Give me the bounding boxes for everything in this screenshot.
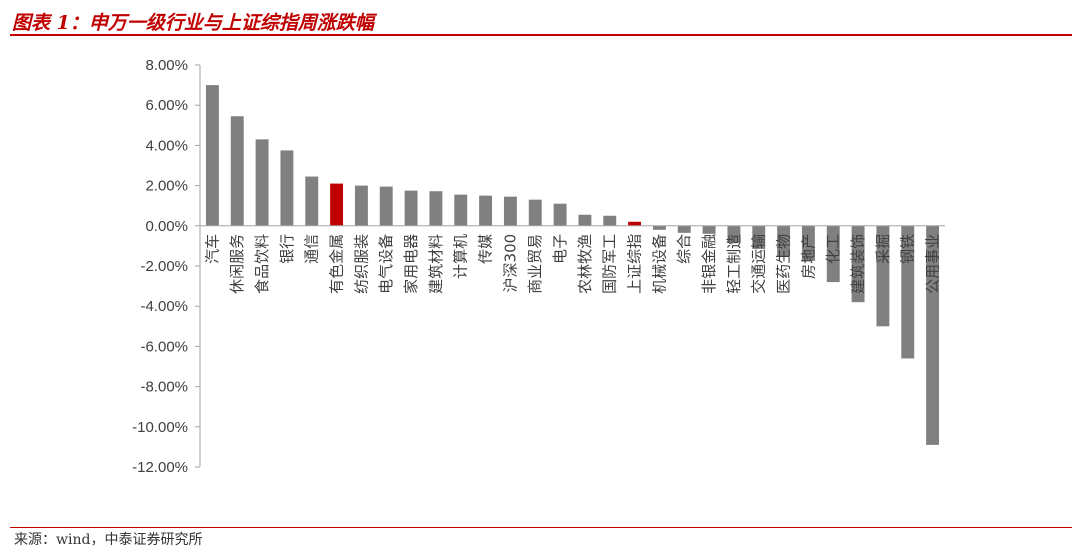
bar-17 [603,215,617,226]
bar-18 [628,221,642,226]
category-label-4: 银行 [278,234,296,264]
category-label-10: 建筑材料 [427,234,445,294]
category-label-29: 钢铁 [899,234,917,264]
category-label-15: 电子 [551,234,569,264]
y-tick-label: 2.00% [145,178,188,195]
bars [205,85,940,445]
category-label-16: 农林牧渔 [576,234,594,294]
y-axis-ticks: 8.00% 6.00% 4.00% 2.00% 0.00% -2.00% -4.00% -6.… [132,57,200,476]
category-label-2: 休闲服务 [228,234,246,294]
bar-25 [801,225,815,261]
bar-24 [777,225,791,256]
bar-27 [851,225,865,303]
bar-11 [454,194,468,226]
category-label-8: 电气设备 [377,234,395,294]
category-label-9: 家用电器 [402,234,420,294]
chart-title-bar: 图表 1：申万一级行业与上证综指周涨跌幅 [10,6,1072,34]
bar-6 [330,183,344,226]
bar-4 [280,150,294,226]
category-label-5: 通信 [303,234,321,264]
category-labels: 汽车 休闲服务 食品饮料 银行 通信 有色金属 纺织服装 电气设备 家用电器 建筑材料 计算机 传媒沪… [203,234,941,294]
bar-1 [205,85,219,226]
bar-10 [429,191,443,226]
category-label-1: 汽车 [203,234,221,264]
bar-23 [752,225,766,249]
bar-22 [727,225,741,243]
y-tick-label: -12.00% [132,459,188,476]
category-label-7: 纺织服装 [352,234,370,294]
category-label-11: 计算机 [452,234,470,279]
category-label-22: 轻工制造 [725,234,743,294]
bar-9 [404,190,418,226]
bar-14 [528,199,542,226]
y-tick-label: -8.00% [140,379,188,396]
y-tick-label: 6.00% [145,97,188,114]
category-label-19: 机械设备 [650,234,668,294]
source-note: 来源：wind，中泰证券研究所 [14,532,203,548]
y-tick-label: -10.00% [132,419,188,436]
bar-26 [826,225,840,283]
bar-12 [479,195,493,226]
y-tick-label: -6.00% [140,338,188,355]
y-tick-label: 0.00% [145,218,188,235]
category-label-28: 采掘 [874,234,892,264]
category-label-12: 传媒 [477,234,495,264]
bar-16 [578,214,592,226]
chart-title: 图表 1：申万一级行业与上证综指周涨跌幅 [12,12,374,34]
category-label-18: 上证综指 [626,234,644,294]
category-label-24: 医药生物 [775,234,793,294]
category-label-23: 交通运输 [750,234,768,294]
category-label-13: 沪深300 [501,234,519,293]
footer-divider [10,527,1072,528]
bar-19 [652,225,666,230]
bar-15 [553,203,567,226]
title-divider [10,34,1072,36]
y-tick-label: 4.00% [145,137,188,154]
y-tick-label: -4.00% [140,298,188,315]
bar-30 [926,225,940,445]
category-label-26: 化工 [824,234,842,264]
category-label-6: 有色金属 [328,234,346,294]
bar-5 [305,176,319,226]
bar-2 [230,116,244,226]
bar-28 [876,225,890,327]
category-label-3: 食品饮料 [253,234,271,294]
category-label-25: 房地产 [799,234,817,279]
category-label-30: 公用事业 [924,234,942,294]
category-label-20: 综合 [675,234,693,264]
y-tick-label: 8.00% [145,57,188,74]
category-label-17: 国防军工 [601,234,619,294]
bar-21 [702,225,716,234]
bar-8 [379,186,393,226]
bar-3 [255,139,269,226]
bar-13 [503,196,517,226]
y-tick-label: -2.00% [140,258,188,275]
bar-20 [677,225,691,233]
category-label-14: 商业贸易 [526,234,544,294]
category-label-27: 建筑装饰 [849,234,867,294]
bar-7 [354,185,368,226]
category-label-21: 非银金融 [700,234,718,294]
bar-29 [901,225,915,359]
bar-chart: 8.00% 6.00% 4.00% 2.00% 0.00% -2.00% -4.00% -6.… [132,57,945,476]
